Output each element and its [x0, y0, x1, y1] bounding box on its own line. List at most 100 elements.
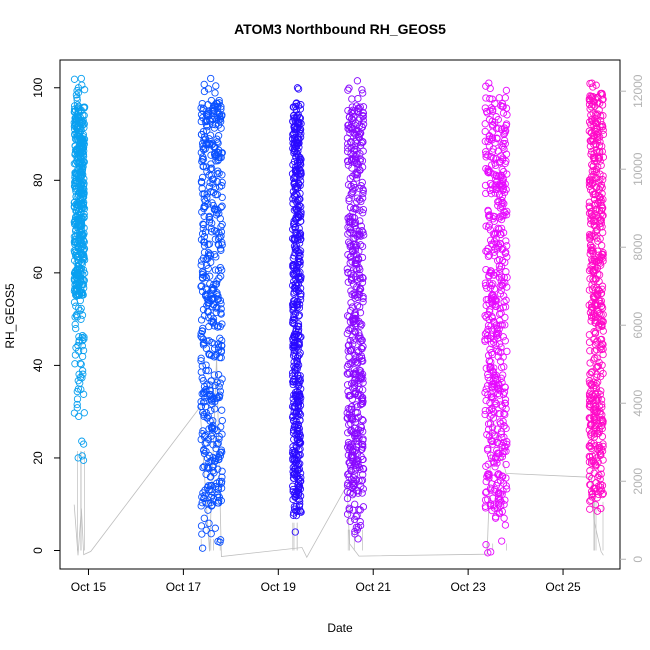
data-point [592, 363, 601, 372]
data-point [73, 218, 81, 227]
data-point [214, 167, 222, 175]
data-point [501, 180, 509, 188]
data-point [493, 438, 502, 447]
data-point [488, 411, 496, 419]
data-point [292, 363, 300, 371]
data-point [501, 321, 509, 329]
data-point [486, 279, 494, 288]
data-point [73, 87, 81, 95]
data-point [348, 164, 356, 172]
data-point [295, 424, 303, 433]
data-point [297, 119, 305, 128]
data-point [198, 257, 206, 265]
data-point [586, 467, 594, 475]
data-point [503, 273, 511, 282]
data-point [498, 203, 506, 211]
data-point [482, 153, 490, 161]
data-point [353, 159, 361, 167]
data-point [354, 535, 362, 543]
data-point [295, 378, 304, 386]
data-point [595, 271, 604, 279]
data-point [292, 149, 300, 158]
data-point [203, 414, 211, 422]
data-point [496, 476, 505, 485]
data-point [586, 505, 594, 513]
data-point [213, 479, 221, 487]
data-point [499, 303, 508, 311]
data-point [501, 396, 510, 404]
data-point [487, 190, 496, 198]
data-point [592, 421, 600, 429]
data-point [346, 337, 354, 345]
data-point [593, 111, 601, 120]
data-point [591, 462, 599, 470]
data-point [494, 198, 502, 206]
data-point [591, 500, 600, 509]
data-point [358, 455, 367, 464]
data-point [292, 473, 300, 481]
data-point [294, 203, 302, 211]
data-point [293, 265, 301, 273]
data-point [70, 75, 79, 83]
data-point [72, 200, 80, 209]
data-point [296, 410, 305, 419]
data-point [344, 269, 352, 277]
data-point [598, 400, 606, 409]
data-point [294, 85, 303, 93]
data-point [296, 477, 304, 486]
data-point [214, 499, 223, 507]
data-point [485, 271, 493, 280]
x-tick-label: Oct 15 [71, 580, 107, 594]
data-point [71, 320, 79, 329]
data-point [345, 218, 353, 226]
data-point [216, 387, 225, 395]
data-point [201, 491, 209, 499]
data-point [295, 239, 304, 247]
data-point [498, 450, 507, 458]
data-point [491, 295, 499, 303]
data-point [355, 477, 363, 485]
data-point [198, 287, 207, 296]
data-point [296, 500, 304, 508]
data-point [486, 179, 495, 188]
data-point [597, 396, 606, 404]
data-point [211, 397, 219, 406]
data-point [495, 94, 503, 102]
data-point [347, 420, 355, 428]
data-point [79, 150, 88, 158]
data-point [79, 271, 87, 279]
data-point [202, 387, 210, 396]
data-point [213, 378, 221, 386]
data-point [585, 472, 594, 480]
data-point [351, 530, 359, 538]
data-point [351, 183, 359, 192]
data-point [78, 275, 86, 284]
data-point [585, 426, 593, 434]
data-point [346, 517, 354, 525]
data-point [589, 396, 597, 404]
data-point [78, 452, 86, 460]
data-point [352, 408, 360, 417]
data-point [203, 140, 211, 148]
data-point [588, 368, 596, 376]
data-point [295, 312, 303, 320]
y2-tick-label: 12000 [631, 74, 645, 108]
data-point [207, 151, 215, 159]
data-point [293, 300, 301, 308]
data-point [354, 255, 363, 264]
data-point [206, 386, 214, 394]
data-point [352, 401, 360, 409]
data-point [491, 432, 499, 440]
x-tick-label: Oct 17 [166, 580, 202, 594]
data-point [201, 228, 210, 236]
data-point [487, 390, 495, 398]
data-point [591, 275, 600, 283]
data-point [210, 340, 219, 348]
data-point [488, 281, 496, 290]
data-point [218, 467, 226, 475]
data-point [481, 137, 489, 145]
data-point [293, 435, 301, 444]
data-point [77, 304, 85, 313]
data-point [289, 174, 298, 183]
series-6 [585, 79, 608, 551]
